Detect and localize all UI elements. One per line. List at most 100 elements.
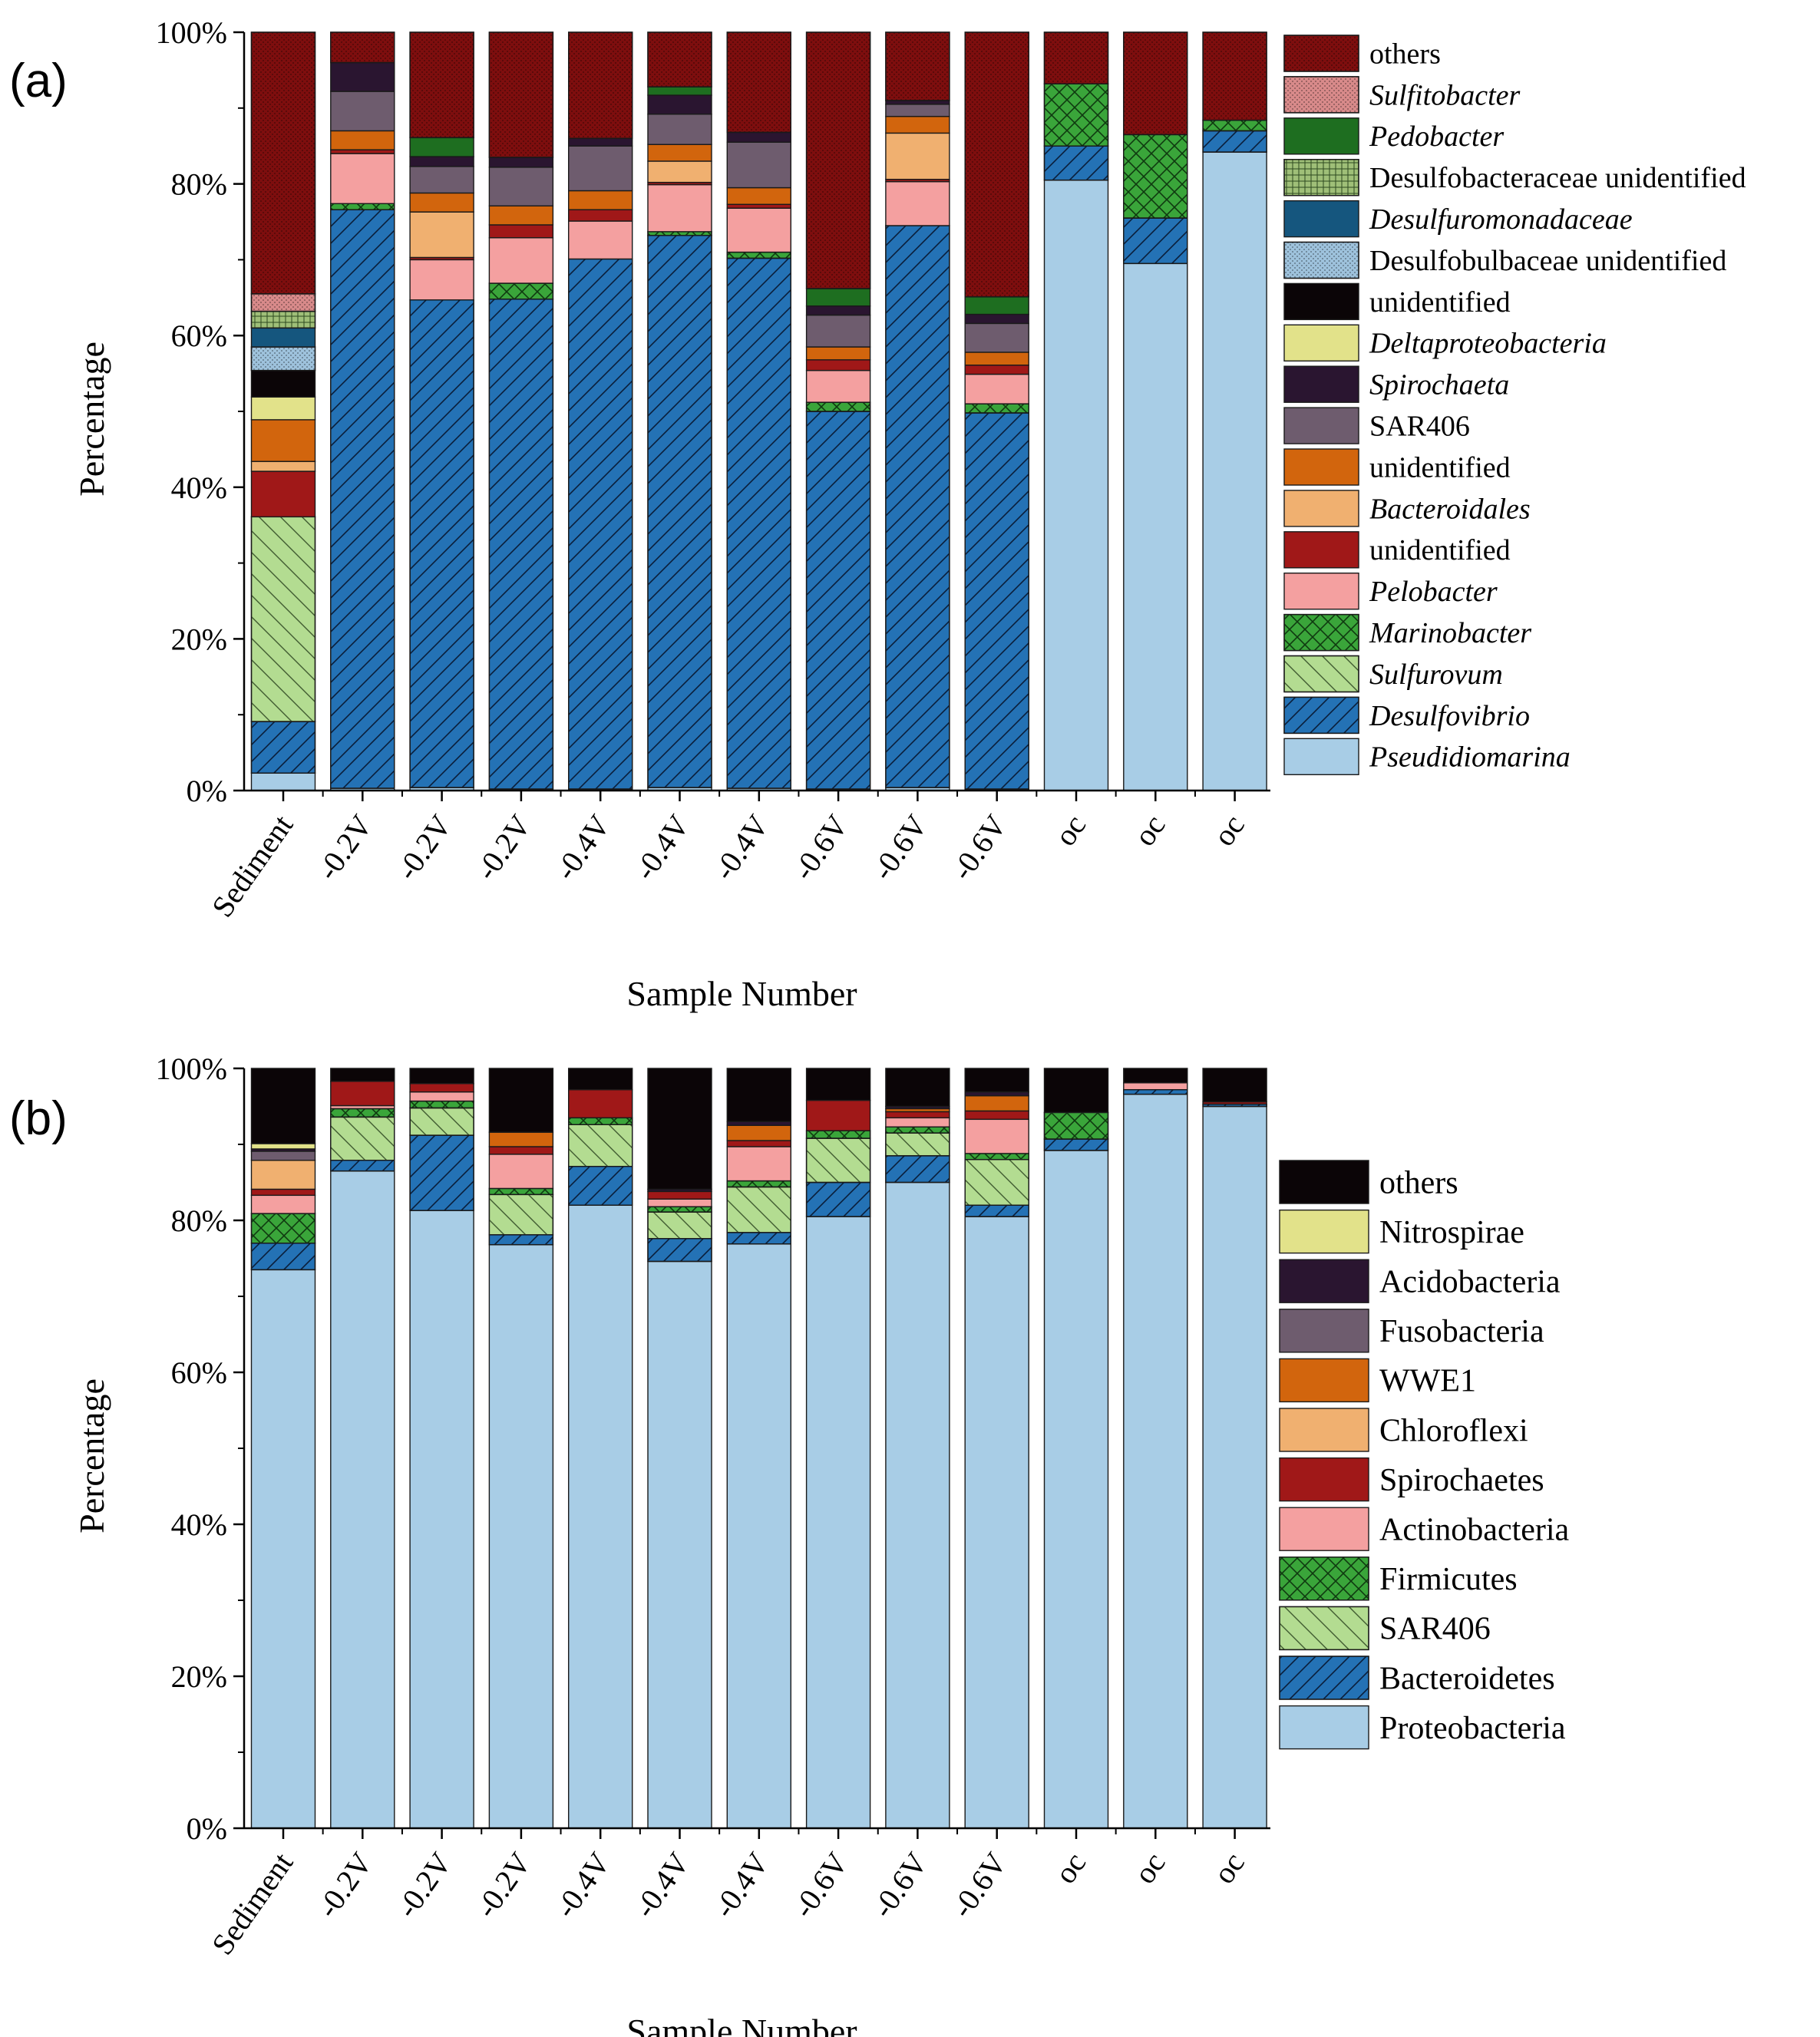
bar-segment bbox=[964, 1091, 1029, 1097]
bar-stack bbox=[1202, 31, 1267, 791]
legend-label: Marinobacter bbox=[1369, 617, 1531, 649]
bar-segment bbox=[409, 259, 474, 301]
legend-swatch-pattern bbox=[1283, 35, 1359, 72]
bar-segment bbox=[964, 1110, 1029, 1121]
bar-segment bbox=[568, 145, 633, 192]
bar-segment bbox=[250, 1151, 316, 1161]
y-tick-label: 60% bbox=[171, 1355, 227, 1390]
bar-segment bbox=[726, 1121, 791, 1126]
bar-segment-pattern bbox=[488, 299, 554, 790]
bar-segment bbox=[726, 1068, 791, 1123]
bar-segment bbox=[250, 1160, 316, 1190]
bar-segment bbox=[250, 369, 316, 398]
bar-segment-pattern bbox=[805, 31, 871, 289]
panel-b-label: (b) bbox=[9, 1092, 68, 1145]
bar-segment bbox=[647, 160, 712, 183]
bar-segment bbox=[1123, 1093, 1188, 1829]
bar-segment-pattern bbox=[964, 412, 1029, 790]
legend-swatch bbox=[1279, 1358, 1369, 1403]
bar-segment bbox=[409, 1068, 474, 1085]
bar-segment bbox=[330, 91, 395, 132]
bar-segment bbox=[568, 209, 633, 222]
legend-item: Pseudidiomarina bbox=[1283, 738, 1571, 775]
bar-stack bbox=[488, 1068, 554, 1829]
bar-segment bbox=[885, 180, 950, 226]
legend-label: Actinobacteria bbox=[1379, 1512, 1570, 1547]
x-tick-label: oc bbox=[1206, 1846, 1251, 1890]
bar-segment bbox=[1043, 1150, 1109, 1829]
x-tick-label: -0.4V bbox=[548, 1846, 617, 1923]
bar-stack bbox=[1123, 1068, 1188, 1829]
bar-segment-pattern bbox=[409, 31, 474, 139]
bar-segment bbox=[964, 373, 1029, 404]
legend-label: Proteobacteria bbox=[1379, 1711, 1566, 1746]
bar-segment-pattern bbox=[726, 1180, 791, 1188]
bar-segment bbox=[330, 1068, 395, 1082]
bar-segment bbox=[330, 149, 395, 154]
bar-segment bbox=[805, 1216, 871, 1829]
legend-item: SAR406 bbox=[1283, 407, 1470, 444]
legend-label: Spirochaetes bbox=[1379, 1463, 1544, 1498]
bar-segment-pattern bbox=[409, 1134, 474, 1211]
bar-segment bbox=[964, 296, 1029, 315]
bar-segment-pattern bbox=[885, 225, 950, 788]
legend-item: Chloroflexi bbox=[1279, 1408, 1528, 1452]
bar-segment bbox=[885, 115, 950, 134]
bar-stack bbox=[330, 1068, 395, 1829]
legend-swatch bbox=[1279, 1259, 1369, 1303]
bar-segment bbox=[647, 114, 712, 145]
bar-segment-pattern bbox=[885, 31, 950, 101]
legend-label: WWE1 bbox=[1379, 1364, 1476, 1399]
bar-segment bbox=[964, 1216, 1029, 1829]
bar-segment bbox=[488, 1146, 554, 1155]
bar-segment-pattern bbox=[250, 1242, 316, 1271]
bar-segment-pattern bbox=[726, 251, 791, 259]
bar-segment-pattern bbox=[1043, 31, 1109, 84]
bar-segment-pattern bbox=[805, 401, 871, 412]
bar-segment-pattern bbox=[250, 310, 316, 329]
bar-segment-pattern bbox=[330, 1116, 395, 1161]
bar-segment bbox=[1202, 1068, 1267, 1103]
legend-item: Pedobacter bbox=[1283, 117, 1504, 155]
legend-label: unidentified bbox=[1369, 451, 1511, 484]
bar-segment bbox=[805, 288, 871, 307]
legend-label: Sulfitobacter bbox=[1369, 79, 1521, 111]
legend-swatch bbox=[1283, 490, 1359, 527]
legend-label: Nitrospirae bbox=[1379, 1215, 1524, 1250]
x-tick-label: -0.6V bbox=[865, 808, 934, 886]
y-tick-label: 60% bbox=[171, 319, 227, 353]
legend-swatch bbox=[1279, 1457, 1369, 1502]
bar-segment bbox=[964, 352, 1029, 366]
bar-segment-pattern bbox=[885, 1132, 950, 1157]
x-axis-title: Sample Number bbox=[626, 974, 857, 1013]
legend-swatch bbox=[1283, 117, 1359, 155]
bar-segment-pattern bbox=[805, 1137, 871, 1184]
y-axis-title: Percentage bbox=[72, 342, 111, 497]
bar-segment-pattern bbox=[1202, 130, 1267, 153]
bar-segment bbox=[409, 137, 474, 157]
bar-segment bbox=[250, 1269, 316, 1829]
bar-segment-pattern bbox=[250, 1213, 316, 1244]
bar-segment bbox=[647, 86, 712, 96]
bar-segment-pattern bbox=[964, 1153, 1029, 1160]
bar-segment-pattern bbox=[488, 1187, 554, 1196]
x-tick-label: oc bbox=[1127, 808, 1172, 852]
bar-segment bbox=[805, 1099, 871, 1131]
bar-segment bbox=[647, 1068, 712, 1190]
bar-segment bbox=[726, 203, 791, 209]
bar-segment bbox=[1123, 1068, 1188, 1084]
bar-segment-pattern bbox=[647, 1238, 712, 1263]
bar-segment-pattern bbox=[488, 31, 554, 158]
legend-label: Pseudidiomarina bbox=[1369, 741, 1571, 774]
bar-segment-pattern bbox=[726, 31, 791, 134]
bar-segment-pattern bbox=[330, 1108, 395, 1118]
x-tick-label: -0.2V bbox=[310, 1846, 379, 1923]
bar-segment-pattern bbox=[250, 293, 316, 312]
legend-item: Pelobacter bbox=[1283, 573, 1498, 610]
bar-segment-pattern bbox=[568, 1117, 633, 1125]
legend-swatch bbox=[1283, 407, 1359, 444]
bar-segment-pattern bbox=[1202, 119, 1267, 132]
bar-segment-pattern bbox=[330, 31, 395, 64]
bar-segment bbox=[647, 94, 712, 115]
